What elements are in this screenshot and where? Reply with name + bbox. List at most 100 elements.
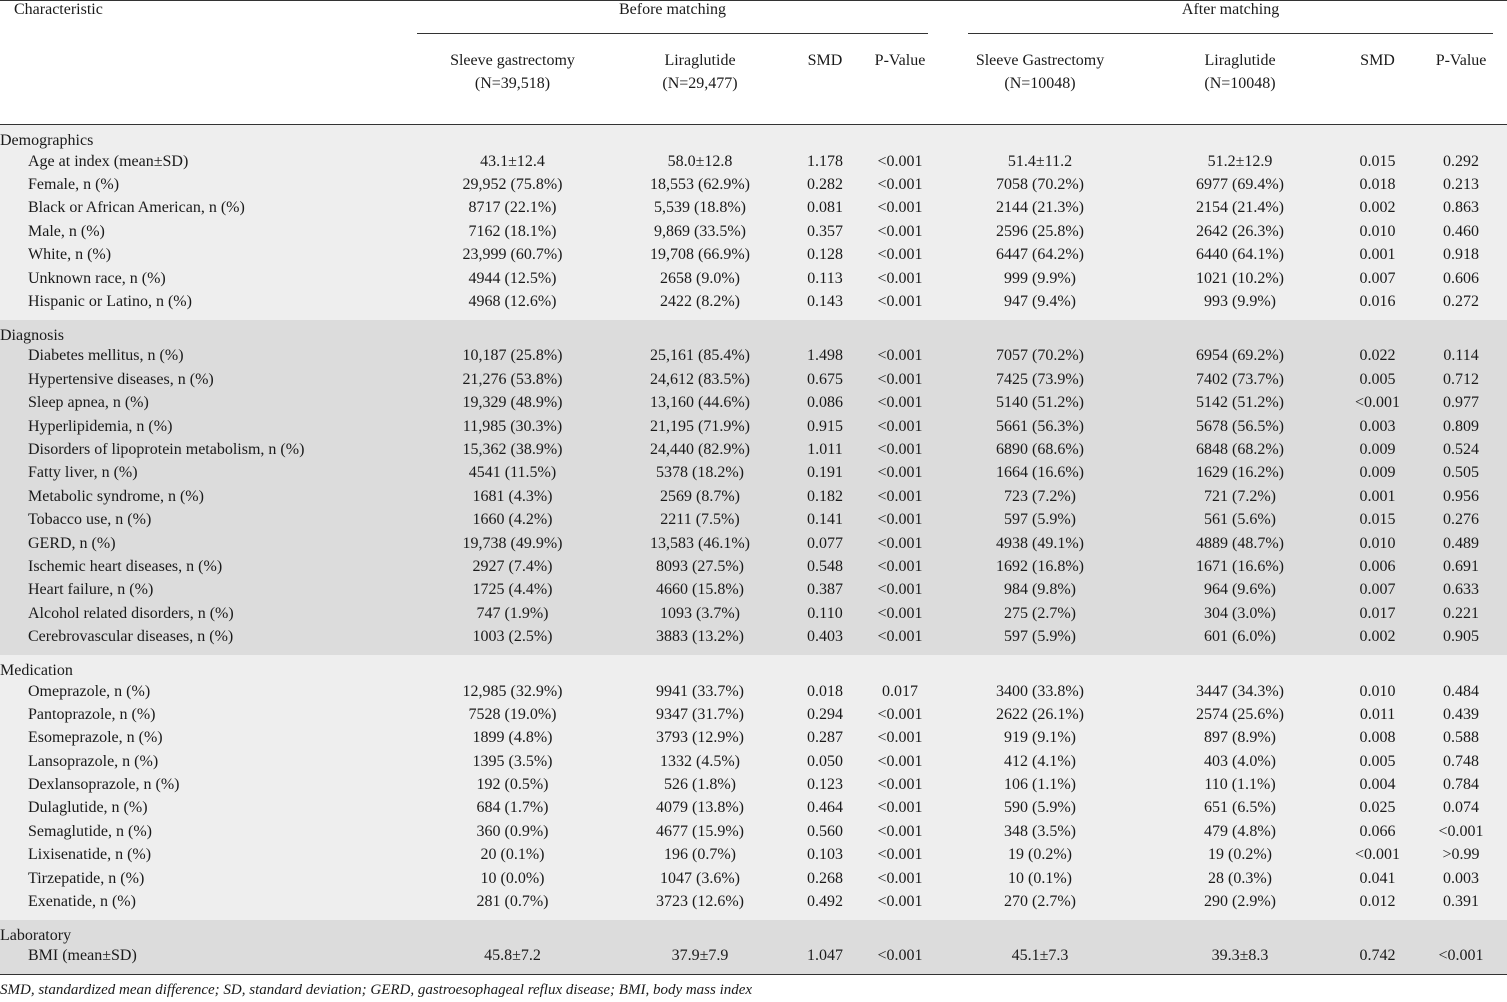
table-cell: 0.915 (790, 414, 860, 439)
row-label: BMI (mean±SD) (0, 944, 415, 969)
table-row: Esomeprazole, n (%) 1899 (4.8%) 3793 (12.9… (0, 726, 1507, 750)
row-label: Hypertensive diseases, n (%) (0, 368, 415, 392)
table-cell: 5,539 (18.8%) (610, 196, 790, 221)
table-cell: 0.213 (1415, 173, 1507, 197)
table-cell: 4938 (49.1%) (940, 531, 1141, 556)
header-col-line1: SMD (1360, 51, 1395, 69)
header-col-p-before: P-Value (860, 49, 940, 125)
section-spacer (0, 913, 1507, 920)
table-cell: <0.001 (860, 485, 941, 509)
row-label: Hyperlipidemia, n (%) (0, 414, 415, 439)
table-cell: 5378 (18.2%) (610, 461, 790, 486)
table-cell: 4079 (13.8%) (610, 796, 790, 821)
table-cell: <0.001 (860, 196, 941, 221)
row-label: Alcohol related disorders, n (%) (0, 602, 415, 626)
table-cell: 897 (8.9%) (1140, 726, 1341, 750)
table-row: BMI (mean±SD) 45.8±7.2 37.9±7.9 1.047 <0.001… (0, 944, 1507, 969)
table-cell: 37.9±7.9 (610, 944, 790, 969)
table-cell: 684 (1.7%) (415, 796, 610, 821)
table-cell: 7528 (19.0%) (415, 703, 610, 727)
section-header-row: Demographics (0, 124, 1507, 150)
table-cell: 110 (1.1%) (1140, 773, 1341, 797)
table-cell: 7402 (73.7%) (1140, 368, 1341, 392)
section-title: Diagnosis (0, 319, 1507, 345)
table-cell: 2642 (26.3%) (1140, 220, 1341, 244)
table-cell: 0.002 (1340, 625, 1416, 649)
table-cell: 2574 (25.6%) (1140, 703, 1341, 727)
row-label: Tobacco use, n (%) (0, 508, 415, 532)
table-cell: 1629 (16.2%) (1140, 461, 1341, 486)
table-cell: 721 (7.2%) (1140, 485, 1341, 509)
header-col-line1: P-Value (1435, 51, 1487, 69)
header-col-line2: (N=29,477) (662, 74, 738, 92)
row-label: Fatty liver, n (%) (0, 461, 415, 486)
table-cell: 747 (1.9%) (415, 602, 610, 626)
table-cell: <0.001 (1415, 944, 1507, 969)
table-row: Age at index (mean±SD) 43.1±12.4 58.0±12.8… (0, 150, 1507, 174)
section-spacer (0, 313, 1507, 320)
table-cell: 19,708 (66.9%) (610, 243, 790, 267)
table-cell: 479 (4.8%) (1140, 820, 1341, 844)
table-cell: <0.001 (860, 890, 941, 914)
table-cell: 1047 (3.6%) (610, 866, 790, 891)
table-cell: 4968 (12.6%) (415, 290, 610, 314)
table-cell: 0.606 (1415, 266, 1507, 291)
table-cell: 19 (0.2%) (1140, 843, 1341, 867)
table-cell: 0.143 (790, 290, 860, 314)
table-cell: 20 (0.1%) (415, 843, 610, 867)
table-cell: 0.977 (1415, 391, 1507, 415)
table-cell: 13,583 (46.1%) (610, 531, 790, 556)
row-label: Heart failure, n (%) (0, 578, 415, 603)
table-cell: 0.357 (790, 220, 860, 244)
row-label: Sleep apnea, n (%) (0, 391, 415, 415)
header-group-before: Before matching (415, 1, 940, 49)
table-cell: 0.294 (790, 703, 860, 727)
table-row: White, n (%) 23,999 (60.7%) 19,708 (66.9%)… (0, 243, 1507, 267)
section-header-row: Diagnosis (0, 319, 1507, 345)
table-cell: 4889 (48.7%) (1140, 531, 1341, 556)
table-cell: 196 (0.7%) (610, 843, 790, 867)
table-cell: 43.1±12.4 (415, 150, 610, 174)
table-cell: 0.018 (790, 679, 860, 704)
table-cell: 0.272 (1415, 290, 1507, 314)
table-cell: 0.492 (790, 890, 860, 914)
table-cell: 2927 (7.4%) (415, 555, 610, 579)
table-cell: <0.001 (860, 150, 941, 174)
table-cell: 0.588 (1415, 726, 1507, 750)
table-cell: 51.4±11.2 (940, 150, 1141, 174)
table-cell: <0.001 (860, 578, 941, 603)
table-cell: <0.001 (860, 173, 941, 197)
table-cell: 0.012 (1340, 890, 1416, 914)
table-cell: 281 (0.7%) (415, 890, 610, 914)
section-title: Laboratory (0, 919, 1507, 945)
table-row: Tirzepatide, n (%) 10 (0.0%) 1047 (3.6%) 0.… (0, 866, 1507, 891)
table-cell: 0.015 (1340, 150, 1416, 174)
table-cell: 5140 (51.2%) (940, 391, 1141, 415)
table-cell: 6954 (69.2%) (1140, 344, 1341, 369)
table-cell: 651 (6.5%) (1140, 796, 1341, 821)
table-row: Omeprazole, n (%) 12,985 (32.9%) 9941 (33.… (0, 679, 1507, 704)
table-cell: <0.001 (860, 220, 941, 244)
row-label: GERD, n (%) (0, 531, 415, 556)
table-cell: 0.784 (1415, 773, 1507, 797)
table-cell: 1.498 (790, 344, 860, 369)
header-group-row: Characteristic Before matching After mat… (0, 0, 1507, 49)
table-cell: 275 (2.7%) (940, 602, 1141, 626)
table-cell: 29,952 (75.8%) (415, 173, 610, 197)
table-cell: 24,612 (83.5%) (610, 368, 790, 392)
table-cell: 0.748 (1415, 749, 1507, 774)
table-cell: <0.001 (860, 243, 941, 267)
table-cell: 5678 (56.5%) (1140, 414, 1341, 439)
table-cell: 2569 (8.7%) (610, 485, 790, 509)
table-cell: >0.99 (1415, 843, 1507, 867)
table-cell: <0.001 (860, 773, 941, 797)
table-cell: 8717 (22.1%) (415, 196, 610, 221)
table-cell: 360 (0.9%) (415, 820, 610, 844)
table-cell: 0.041 (1340, 866, 1416, 891)
table-cell: 0.268 (790, 866, 860, 891)
table-cell: 4660 (15.8%) (610, 578, 790, 603)
table-cell: 19,329 (48.9%) (415, 391, 610, 415)
table-cell: 919 (9.1%) (940, 726, 1141, 750)
table-cell: 2154 (21.4%) (1140, 196, 1341, 221)
table-cell: 0.387 (790, 578, 860, 603)
